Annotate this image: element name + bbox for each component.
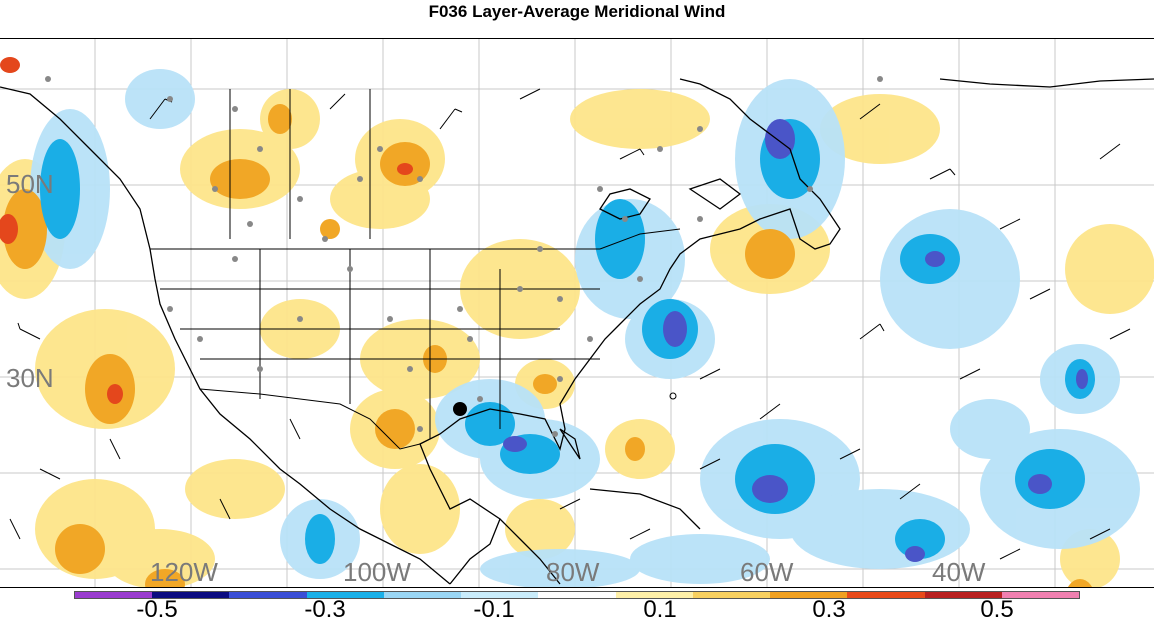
wind-map: 50N 30N 120W 100W 80W 60W 40W xyxy=(0,38,1154,588)
field-positive-dark xyxy=(0,57,413,404)
coastlines xyxy=(0,78,1154,585)
lon-label-60w: 60W xyxy=(740,557,794,587)
lat-label-50n: 50N xyxy=(6,169,54,199)
colorbar-swatch-12 xyxy=(1001,592,1080,598)
colorbar-swatch-3 xyxy=(306,592,384,598)
colorbar-swatch-7 xyxy=(615,592,693,598)
colorbar-label-neg05: -0.5 xyxy=(136,596,178,623)
storm-center-marker xyxy=(453,402,467,416)
colorbar-swatch-1 xyxy=(152,592,230,598)
colorbar-swatch-8 xyxy=(692,592,771,598)
colorbar-label-pos05: 0.5 xyxy=(980,596,1014,623)
lon-label-100w: 100W xyxy=(343,557,411,587)
colorbar-swatch-2 xyxy=(229,592,307,598)
colorbar-swatch-0 xyxy=(75,592,153,598)
lon-label-120w: 120W xyxy=(150,557,218,587)
colorbar-label-pos03: 0.3 xyxy=(812,596,846,623)
lon-label-40w: 40W xyxy=(932,557,986,587)
colorbar-label-neg03: -0.3 xyxy=(304,596,346,623)
colorbar-swatch-6 xyxy=(538,592,616,598)
field-negative-light xyxy=(30,69,1140,587)
field-positive-mid xyxy=(3,104,1092,587)
lat-label-30n: 30N xyxy=(6,363,54,393)
colorbar-swatch-4 xyxy=(383,592,462,598)
field-negative-dark xyxy=(503,119,1088,562)
political-borders xyxy=(150,89,681,450)
map-title: F036 Layer-Average Meridional Wind xyxy=(428,2,726,21)
colorbar-label-pos01: 0.1 xyxy=(643,596,677,623)
colorbar-label-neg01: -0.1 xyxy=(473,596,515,623)
station-dots xyxy=(45,76,883,437)
colorbar-swatch-5 xyxy=(461,592,539,598)
colorbar xyxy=(74,591,1080,599)
map-canvas xyxy=(0,39,1154,587)
colorbar-swatch-9 xyxy=(770,592,848,598)
lon-label-80w: 80W xyxy=(546,557,600,587)
colorbar-swatch-10 xyxy=(847,592,925,598)
colorbar-swatch-11 xyxy=(924,592,1002,598)
wind-barbs xyxy=(9,88,1131,560)
buoy-marker xyxy=(669,392,677,400)
